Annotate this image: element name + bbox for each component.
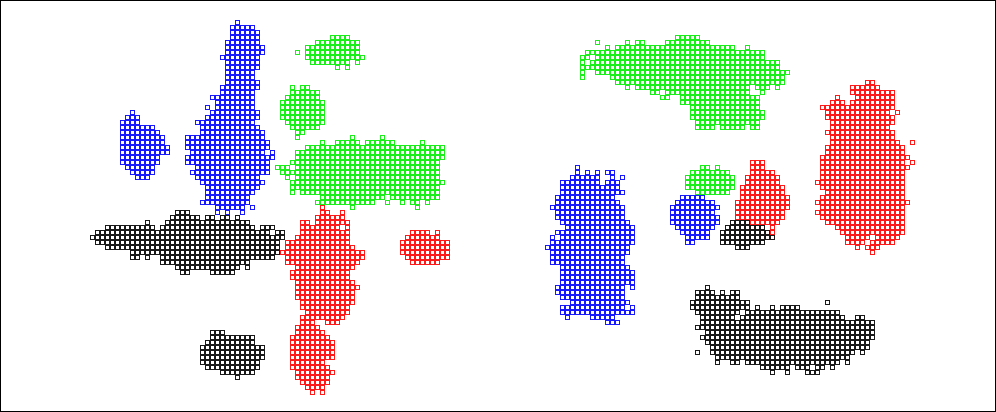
figure (0, 0, 996, 412)
page: (() => { const data = JSON.parse(documen… (0, 0, 996, 412)
